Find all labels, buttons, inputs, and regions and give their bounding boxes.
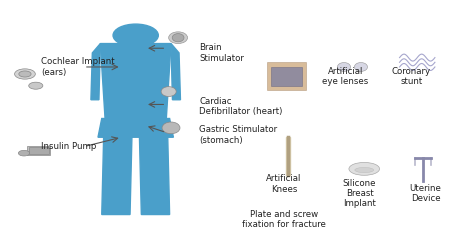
Circle shape <box>18 150 30 156</box>
Ellipse shape <box>349 162 380 175</box>
Circle shape <box>29 82 43 89</box>
Ellipse shape <box>169 32 188 44</box>
Ellipse shape <box>337 63 351 71</box>
Ellipse shape <box>172 34 184 42</box>
Text: Cardiac
Defibrillator (heart): Cardiac Defibrillator (heart) <box>199 97 283 117</box>
Bar <box>29 147 48 154</box>
Bar <box>267 62 306 90</box>
Polygon shape <box>91 44 100 100</box>
Ellipse shape <box>161 87 176 96</box>
Polygon shape <box>98 118 173 137</box>
Text: Artificial
eye lenses: Artificial eye lenses <box>322 67 368 86</box>
Polygon shape <box>171 44 181 100</box>
Ellipse shape <box>355 168 374 173</box>
Bar <box>127 42 144 49</box>
Text: Gastric Stimulator
(stomach): Gastric Stimulator (stomach) <box>199 125 277 145</box>
Text: Cochlear Implant
(ears): Cochlear Implant (ears) <box>41 57 115 77</box>
Circle shape <box>113 24 158 47</box>
Bar <box>27 146 50 155</box>
Text: Plate and screw
fixation for fracture: Plate and screw fixation for fracture <box>242 210 326 229</box>
Text: Insulin Pump: Insulin Pump <box>41 142 97 151</box>
Ellipse shape <box>355 63 367 71</box>
Circle shape <box>19 71 31 77</box>
Bar <box>272 67 301 86</box>
Text: Uterine
Device: Uterine Device <box>410 184 441 203</box>
Text: Artificial
Knees: Artificial Knees <box>266 174 302 194</box>
Circle shape <box>15 69 36 79</box>
Ellipse shape <box>162 122 180 134</box>
Polygon shape <box>100 44 171 118</box>
Polygon shape <box>286 137 290 175</box>
Text: Brain
Stimulator: Brain Stimulator <box>199 43 244 63</box>
Polygon shape <box>139 137 170 214</box>
Text: Silicone
Breast
Implant: Silicone Breast Implant <box>343 178 376 208</box>
Polygon shape <box>102 137 132 214</box>
Text: Coronary
stunt: Coronary stunt <box>392 67 431 86</box>
